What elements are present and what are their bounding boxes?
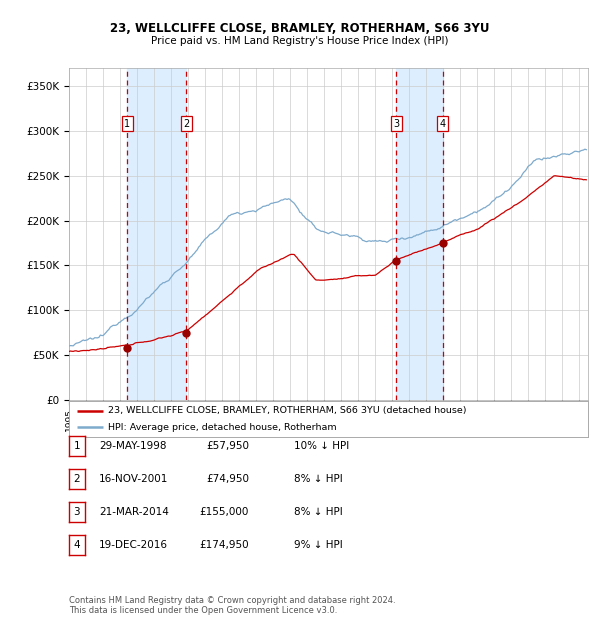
Text: £74,950: £74,950 xyxy=(206,474,249,484)
Text: 23, WELLCLIFFE CLOSE, BRAMLEY, ROTHERHAM, S66 3YU (detached house): 23, WELLCLIFFE CLOSE, BRAMLEY, ROTHERHAM… xyxy=(108,406,466,415)
Text: 9% ↓ HPI: 9% ↓ HPI xyxy=(294,540,343,550)
Text: 2: 2 xyxy=(73,474,80,484)
Text: 19-DEC-2016: 19-DEC-2016 xyxy=(99,540,168,550)
Text: £57,950: £57,950 xyxy=(206,441,249,451)
Text: 29-MAY-1998: 29-MAY-1998 xyxy=(99,441,167,451)
Text: 3: 3 xyxy=(73,507,80,517)
Text: £155,000: £155,000 xyxy=(200,507,249,517)
Text: £174,950: £174,950 xyxy=(199,540,249,550)
Text: 21-MAR-2014: 21-MAR-2014 xyxy=(99,507,169,517)
Text: 1: 1 xyxy=(73,441,80,451)
Text: 10% ↓ HPI: 10% ↓ HPI xyxy=(294,441,349,451)
Text: HPI: Average price, detached house, Rotherham: HPI: Average price, detached house, Roth… xyxy=(108,423,337,432)
Text: 2: 2 xyxy=(183,119,189,129)
Bar xyxy=(396,68,443,400)
Text: 4: 4 xyxy=(440,119,446,129)
Bar xyxy=(127,68,186,400)
Text: Price paid vs. HM Land Registry's House Price Index (HPI): Price paid vs. HM Land Registry's House … xyxy=(151,36,449,46)
Text: 8% ↓ HPI: 8% ↓ HPI xyxy=(294,507,343,517)
Text: 3: 3 xyxy=(393,119,399,129)
Text: 8% ↓ HPI: 8% ↓ HPI xyxy=(294,474,343,484)
Text: 1: 1 xyxy=(124,119,130,129)
Text: 4: 4 xyxy=(73,540,80,550)
Text: Contains HM Land Registry data © Crown copyright and database right 2024.
This d: Contains HM Land Registry data © Crown c… xyxy=(69,596,395,615)
Text: 16-NOV-2001: 16-NOV-2001 xyxy=(99,474,169,484)
Text: 23, WELLCLIFFE CLOSE, BRAMLEY, ROTHERHAM, S66 3YU: 23, WELLCLIFFE CLOSE, BRAMLEY, ROTHERHAM… xyxy=(110,22,490,35)
